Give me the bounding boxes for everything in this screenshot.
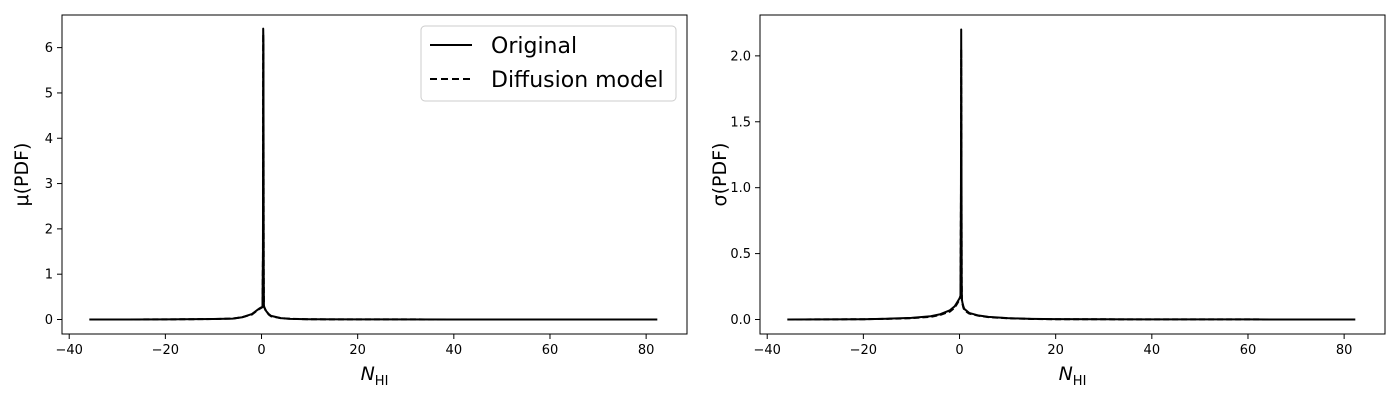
legend-label-diffusion-model: Diffusion model <box>491 68 664 93</box>
y-tick-label: 2.0 <box>730 49 751 64</box>
x-tick-label: −40 <box>55 343 82 358</box>
x-tick-label: 20 <box>349 343 366 358</box>
x-tick-label: 40 <box>1144 343 1161 358</box>
x-axis-label: NHI <box>1059 363 1087 389</box>
x-tick-label: 60 <box>1240 343 1257 358</box>
y-tick-label: 5 <box>45 86 53 101</box>
y-axis-label: σ(PDF) <box>709 143 731 207</box>
x-axis-label: NHI <box>361 363 389 389</box>
x-tick-label: 20 <box>1047 343 1064 358</box>
y-tick-label: 1.0 <box>730 181 751 196</box>
chart-panel-2: −40 −20 0 20 40 60 80 0.0 0.5 1.0 1.5 2.0 NHI σ(PDF) <box>709 14 1386 389</box>
x-tick-label: 60 <box>542 343 559 358</box>
x-tick-label: 0 <box>257 343 265 358</box>
y-tick-label: 2 <box>45 222 53 237</box>
x-tick-label: 80 <box>638 343 655 358</box>
plot-area-frame <box>759 14 1386 335</box>
x-tick-label: 40 <box>446 343 463 358</box>
y-axis-label: μ(PDF) <box>11 143 33 207</box>
x-tick-label: −40 <box>753 343 780 358</box>
x-tick-label: 0 <box>955 343 963 358</box>
chart-panel-1: −40 −20 0 20 40 60 80 0 1 2 3 4 5 6 NHI μ(PDF) Original D… <box>11 14 688 389</box>
y-tick-label: 1 <box>45 268 53 283</box>
x-tick-label: −20 <box>152 343 179 358</box>
legend: Original Diffusion model <box>420 25 677 102</box>
series-line-diffusion-model <box>787 48 1356 321</box>
series-line-original <box>787 28 1356 321</box>
series-line-original <box>89 27 658 321</box>
legend-label-original: Original <box>491 34 577 59</box>
legend-box <box>420 25 677 102</box>
y-tick-label: 0 <box>45 313 53 328</box>
plot-area-frame <box>61 14 688 335</box>
x-tick-label: −20 <box>850 343 877 358</box>
y-tick-label: 3 <box>45 177 53 192</box>
y-tick-label: 0.5 <box>730 247 751 262</box>
x-tick-label: 80 <box>1336 343 1353 358</box>
y-tick-label: 6 <box>45 41 53 56</box>
y-tick-label: 1.5 <box>730 115 751 130</box>
y-tick-label: 4 <box>45 132 53 147</box>
y-tick-label: 0.0 <box>730 313 751 328</box>
